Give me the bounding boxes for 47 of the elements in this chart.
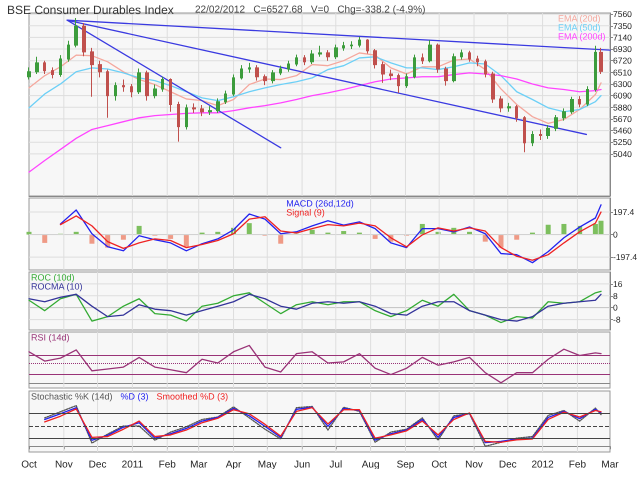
y-tick-label: 6720 bbox=[613, 56, 632, 66]
x-tick-label: Nov bbox=[465, 460, 483, 470]
x-tick-label: Nov bbox=[54, 460, 73, 470]
series-label: ROCMA (10) bbox=[31, 282, 83, 292]
y-tick-label: 16 bbox=[613, 278, 623, 289]
x-tick-label: 2012 bbox=[531, 460, 554, 470]
series-label: Smoothed %D (3) bbox=[156, 392, 228, 402]
y-tick-label: 6930 bbox=[613, 44, 632, 54]
y-tick-label: 6510 bbox=[613, 67, 632, 78]
y-tick-label: -8 bbox=[613, 314, 621, 325]
y-tick-label: 8 bbox=[613, 290, 618, 301]
y-tick-label: -197.4 bbox=[613, 252, 638, 262]
series-label: RSI (14d) bbox=[31, 332, 70, 342]
series-label: ROC (10d) bbox=[31, 272, 75, 282]
x-tick-label: 2011 bbox=[122, 460, 144, 470]
chart-title: BSE Consumer Durables Index bbox=[7, 3, 174, 17]
x-tick-label: Dec bbox=[88, 460, 106, 470]
y-tick-label: 5460 bbox=[613, 126, 632, 136]
x-tick-label: Mar bbox=[190, 460, 208, 470]
y-tick-label: 5880 bbox=[613, 102, 632, 112]
x-tick-label: Feb bbox=[568, 460, 586, 470]
y-tick-label: 5040 bbox=[613, 148, 632, 159]
x-tick-label: Jul bbox=[329, 460, 342, 470]
y-tick-label: 0 bbox=[613, 230, 618, 240]
text: EMA (20d) bbox=[558, 14, 601, 24]
series-label: Signal (9) bbox=[286, 208, 325, 218]
y-tick-label: 5670 bbox=[613, 114, 632, 124]
series-label: Stochastic %K (14d) bbox=[31, 392, 113, 402]
y-tick-label: 7560 bbox=[613, 9, 632, 20]
x-tick-label: Dec bbox=[498, 460, 517, 470]
x-tick-label: Jun bbox=[294, 460, 310, 470]
text: EMA (200d) bbox=[558, 32, 606, 42]
y-tick-label: 7350 bbox=[613, 20, 632, 31]
y-tick-label: 6300 bbox=[613, 78, 632, 89]
x-tick-label: Oct bbox=[431, 460, 448, 470]
text: EMA (50d) bbox=[558, 22, 601, 32]
text: %D (3) bbox=[120, 392, 149, 402]
y-tick-label: 6090 bbox=[613, 90, 632, 101]
chart-subtitle: 22/02/2012 C=6527.68 V=0 Chg=-338.2 (-4.9%) bbox=[195, 4, 426, 16]
y-tick-label: 197.4 bbox=[613, 207, 635, 218]
y-tick-label: 5250 bbox=[613, 137, 632, 148]
y-tick-label: 7140 bbox=[613, 32, 632, 42]
x-tick-label: Oct bbox=[21, 460, 37, 470]
series-label: MACD (26d,12d) bbox=[286, 198, 354, 208]
x-tick-label: Mar bbox=[601, 460, 620, 470]
y-tick-label: 0 bbox=[613, 302, 618, 313]
x-tick-label: Feb bbox=[158, 460, 176, 470]
